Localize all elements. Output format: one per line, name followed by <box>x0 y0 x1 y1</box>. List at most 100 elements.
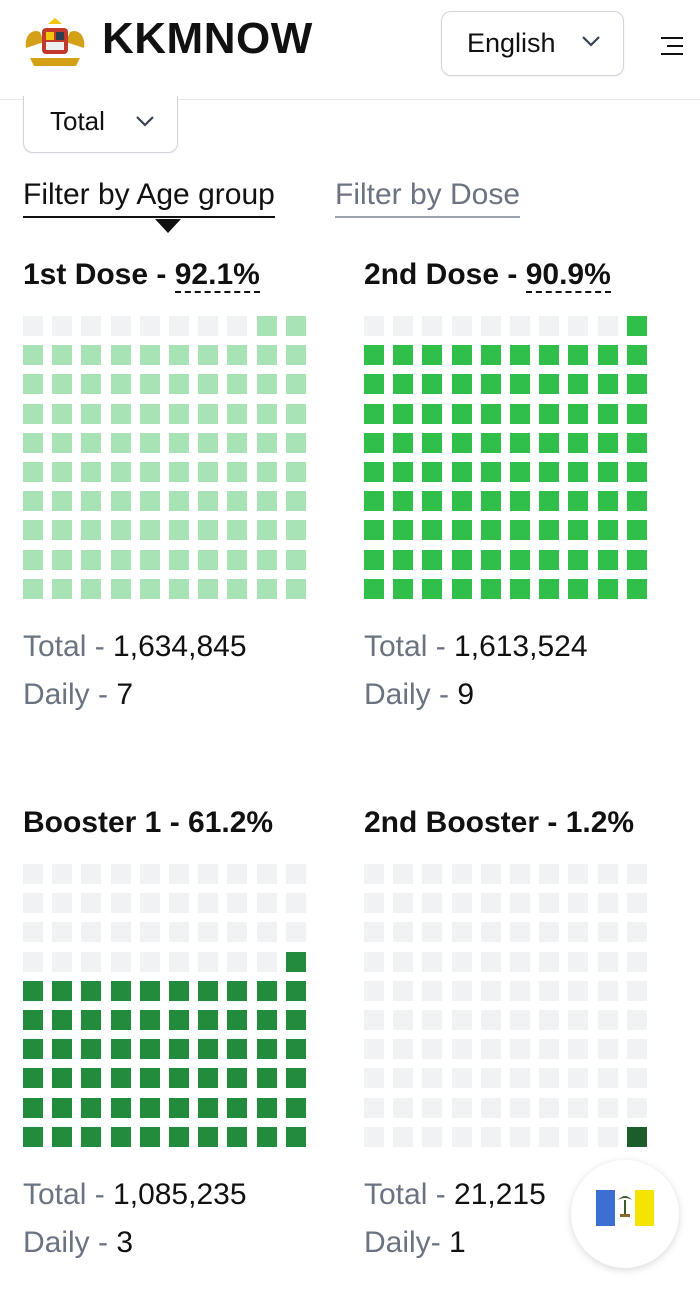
waffle-cell <box>597 403 618 424</box>
waffle-cell <box>568 1097 589 1118</box>
waffle-cell <box>227 1068 248 1089</box>
waffle-cell <box>227 520 248 541</box>
waffle-cell <box>110 432 131 453</box>
waffle-cell <box>110 549 131 570</box>
waffle-cell <box>364 893 384 914</box>
waffle-cell <box>110 922 131 943</box>
waffle-cell <box>168 864 189 884</box>
waffle-cell <box>139 345 160 366</box>
waffle-cell <box>364 491 384 512</box>
scope-select[interactable]: Total <box>23 96 178 153</box>
waffle-cell <box>626 951 647 972</box>
coat-of-arms-icon[interactable] <box>22 18 88 68</box>
waffle-cell <box>422 1097 443 1118</box>
waffle-cell <box>256 1009 277 1030</box>
total-value: 1,085,235 <box>113 1178 247 1211</box>
waffle-cell <box>52 432 73 453</box>
waffle-cell <box>509 893 530 914</box>
waffle-cell <box>509 1126 530 1147</box>
waffle-cell <box>451 491 472 512</box>
site-brand[interactable]: KKMNOW <box>102 14 313 63</box>
waffle-cell <box>285 1126 306 1147</box>
waffle-cell <box>198 549 219 570</box>
waffle-cell <box>509 980 530 1001</box>
waffle-cell <box>626 1126 647 1147</box>
waffle-cell <box>539 461 560 482</box>
waffle-cell <box>198 374 219 395</box>
waffle-cell <box>451 520 472 541</box>
waffle-cell <box>480 316 501 336</box>
waffle-cell <box>451 549 472 570</box>
waffle-cell <box>110 345 131 366</box>
waffle-cell <box>480 520 501 541</box>
waffle-cell <box>198 1126 219 1147</box>
waffle-cell <box>23 549 43 570</box>
waffle-cell <box>139 578 160 599</box>
waffle-cell <box>451 864 472 884</box>
waffle-cell <box>23 922 43 943</box>
waffle-cell <box>422 316 443 336</box>
waffle-cell <box>23 980 43 1001</box>
waffle-cell <box>256 403 277 424</box>
waffle-cell <box>110 461 131 482</box>
menu-icon[interactable] <box>659 36 685 56</box>
waffle-cell <box>198 1068 219 1089</box>
waffle-cell <box>539 403 560 424</box>
waffle-cell <box>52 951 73 972</box>
waffle-cell <box>110 864 131 884</box>
waffle-cell <box>364 922 384 943</box>
dose-percent[interactable]: 92.1% <box>174 258 260 293</box>
waffle-cell <box>393 1068 414 1089</box>
waffle-cell <box>480 922 501 943</box>
waffle-cell <box>364 374 384 395</box>
waffle-cell <box>480 980 501 1001</box>
waffle-cell <box>23 316 43 336</box>
waffle-cell <box>568 374 589 395</box>
waffle-cell <box>256 549 277 570</box>
waffle-cell <box>23 864 43 884</box>
waffle-cell <box>23 1068 43 1089</box>
waffle-cell <box>81 1039 102 1060</box>
waffle-cell <box>139 1039 160 1060</box>
waffle-cell <box>227 951 248 972</box>
tab-filter-dose[interactable]: Filter by Dose <box>335 178 521 218</box>
dose-name: Booster 1 <box>23 806 162 839</box>
waffle-cell <box>198 1009 219 1030</box>
dose-percent: 1.2% <box>565 806 635 839</box>
waffle-cell <box>285 980 306 1001</box>
waffle-cell <box>256 374 277 395</box>
total-label: Total <box>364 1178 428 1211</box>
waffle-cell <box>539 980 560 1001</box>
waffle-cell <box>256 461 277 482</box>
chevron-down-icon <box>136 116 154 127</box>
waffle-cell <box>285 461 306 482</box>
waffle-cell <box>23 432 43 453</box>
tab-filter-age-group[interactable]: Filter by Age group <box>23 178 275 218</box>
waffle-cell <box>509 1009 530 1030</box>
waffle-cell <box>393 951 414 972</box>
waffle-cell <box>539 520 560 541</box>
language-select[interactable]: English <box>441 11 624 76</box>
waffle-cell <box>256 951 277 972</box>
waffle-cell <box>285 922 306 943</box>
waffle-cell <box>393 345 414 366</box>
waffle-cell <box>393 864 414 884</box>
waffle-cell <box>539 922 560 943</box>
waffle-cell <box>539 491 560 512</box>
waffle-cell <box>422 549 443 570</box>
waffle-cell <box>23 461 43 482</box>
dose-percent[interactable]: 90.9% <box>525 258 611 293</box>
waffle-cell <box>364 345 384 366</box>
waffle-cell <box>422 403 443 424</box>
waffle-cell <box>227 1039 248 1060</box>
waffle-cell <box>509 578 530 599</box>
state-selector-button[interactable] <box>571 1160 679 1268</box>
waffle-cell <box>597 1068 618 1089</box>
waffle-cell <box>568 951 589 972</box>
waffle-cell <box>198 491 219 512</box>
waffle-cell <box>422 1126 443 1147</box>
waffle-cell <box>285 1068 306 1089</box>
waffle-cell <box>256 1039 277 1060</box>
waffle-cell <box>110 316 131 336</box>
waffle-cell <box>422 893 443 914</box>
